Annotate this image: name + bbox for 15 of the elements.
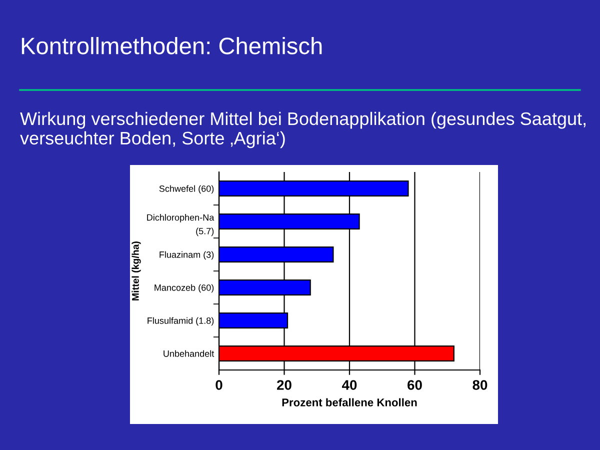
y-tick-label: Flusulfamid (1.8) [148, 317, 214, 326]
x-tick-label: 0 [216, 380, 222, 390]
chart-title: Kontrollmethoden: Chemisch [22, 36, 322, 54]
y-axis-title: Mittel (kg/ha) [132, 242, 141, 300]
x-tick-label: 60 [408, 380, 422, 390]
y-tick-label: Unbehandelt [164, 350, 214, 357]
chart-subtitle: Wirkung verschiedener Mittel bei Bodenapplikation (gesundes Saatgut, verseuchter Boden, Sorte ‚Agria‘) [20, 112, 586, 148]
x-tick-label: 20 [277, 380, 292, 390]
x-axis-title: Prozent befallene Knollen [282, 398, 417, 406]
y-tick-label: Fluazinam (3) [160, 251, 214, 260]
x-tick-label: 40 [342, 380, 357, 390]
y-tick-label: Dichlorophen-Na (5.7) [147, 214, 214, 236]
y-tick-label: Schwefel (60) [159, 185, 214, 194]
y-tick-label: Mancozeb (60) [154, 284, 214, 293]
x-tick-label: 80 [472, 380, 488, 390]
